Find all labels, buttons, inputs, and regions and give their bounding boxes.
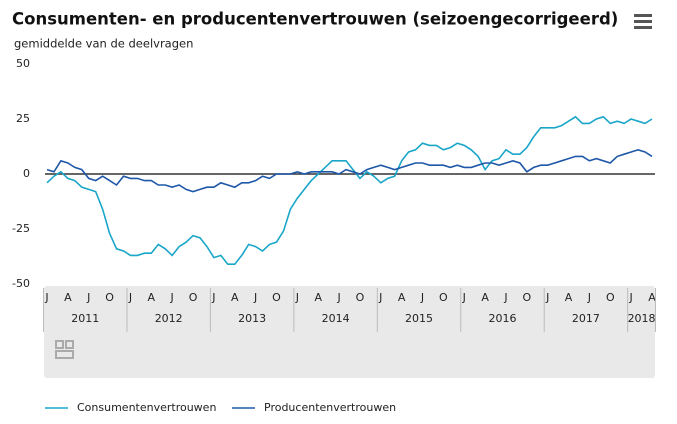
x-tick-label: J (378, 291, 382, 304)
y-tick-label: 0 (23, 167, 30, 180)
chart-subtitle: gemiddelde van de deelvragen (14, 37, 193, 51)
x-tick-label: O (356, 291, 365, 304)
year-label: 2012 (155, 312, 183, 325)
year-label: 2016 (488, 312, 516, 325)
x-tick-label: A (481, 291, 489, 304)
year-label: 2013 (238, 312, 266, 325)
y-tick-label: 25 (16, 112, 30, 125)
x-tick-label: A (148, 291, 156, 304)
x-tick-label: J (211, 291, 215, 304)
series-line (46, 148, 653, 193)
y-tick-label: -25 (12, 222, 30, 235)
x-tick-label: J (170, 291, 174, 304)
menu-bar[interactable] (634, 26, 652, 29)
x-tick-label: J (336, 291, 340, 304)
x-tick-label: J (128, 291, 132, 304)
legend-label: Producentenvertrouwen (264, 401, 396, 414)
axis-band (44, 286, 655, 378)
x-tick-label: A (314, 291, 322, 304)
x-tick-label: A (64, 291, 72, 304)
year-label: 2018 (628, 312, 656, 325)
x-tick-label: J (545, 291, 549, 304)
x-tick-label: O (439, 291, 448, 304)
x-tick-label: O (522, 291, 531, 304)
x-tick-label: A (231, 291, 239, 304)
year-label: 2015 (405, 312, 433, 325)
x-tick-label: O (189, 291, 198, 304)
x-tick-label: J (503, 291, 507, 304)
x-tick-label: J (587, 291, 591, 304)
menu-bar[interactable] (634, 20, 652, 23)
x-tick-label: J (44, 291, 48, 304)
y-tick-label: -50 (12, 277, 30, 290)
legend-label: Consumentenvertrouwen (77, 401, 216, 414)
x-tick-label: O (105, 291, 114, 304)
x-tick-label: J (86, 291, 90, 304)
x-tick-label: J (420, 291, 424, 304)
logo (55, 340, 74, 359)
year-label: 2014 (322, 312, 350, 325)
x-tick-label: J (462, 291, 466, 304)
x-tick-label: J (295, 291, 299, 304)
x-tick-label: O (272, 291, 281, 304)
menu-icon[interactable] (634, 14, 652, 29)
x-tick-label: A (648, 291, 656, 304)
x-tick-label: A (565, 291, 573, 304)
year-label: 2011 (71, 312, 99, 325)
x-tick-label: A (398, 291, 406, 304)
x-tick-label: J (253, 291, 257, 304)
y-tick-label: 50 (16, 57, 30, 70)
x-tick-label: J (629, 291, 633, 304)
x-tick-label: O (606, 291, 615, 304)
year-label: 2017 (572, 312, 600, 325)
chart-title: Consumenten- en producentenvertrouwen (s… (12, 10, 618, 29)
series-line (46, 115, 653, 266)
menu-bar[interactable] (634, 14, 652, 17)
